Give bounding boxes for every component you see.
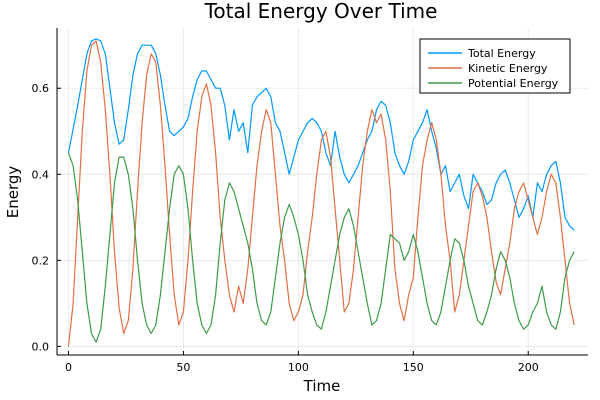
x-tick-label: 50 — [176, 361, 190, 374]
x-tick-label: 200 — [518, 361, 539, 374]
legend-label-kinetic-energy: Kinetic Energy — [468, 62, 548, 75]
y-tick-label: 0.6 — [32, 82, 50, 95]
potential-energy-line — [67, 152, 575, 343]
legend-label-potential-energy: Potential Energy — [468, 77, 559, 90]
y-tick-label: 0.2 — [32, 254, 50, 267]
x-axis-label: Time — [303, 377, 341, 395]
total-energy-line — [67, 38, 575, 231]
legend: Total Energy Kinetic Energy Potential Ener… — [419, 38, 571, 94]
y-axis-label: Energy — [4, 166, 22, 219]
x-tick-label: 0 — [65, 361, 72, 374]
x-ticks: 0 50 100 150 200 — [65, 351, 539, 374]
x-tick-label: 150 — [403, 361, 424, 374]
chart-title: Total Energy Over Time — [204, 0, 438, 23]
y-tick-label: 0.4 — [32, 168, 50, 181]
legend-label-total-energy: Total Energy — [467, 47, 536, 60]
y-tick-label: 0.0 — [32, 340, 50, 353]
x-tick-label: 100 — [288, 361, 309, 374]
y-ticks: 0.0 0.2 0.4 0.6 — [32, 82, 61, 353]
legend-box — [419, 38, 571, 94]
kinetic-energy-line — [67, 40, 575, 347]
series-layer — [67, 38, 575, 347]
